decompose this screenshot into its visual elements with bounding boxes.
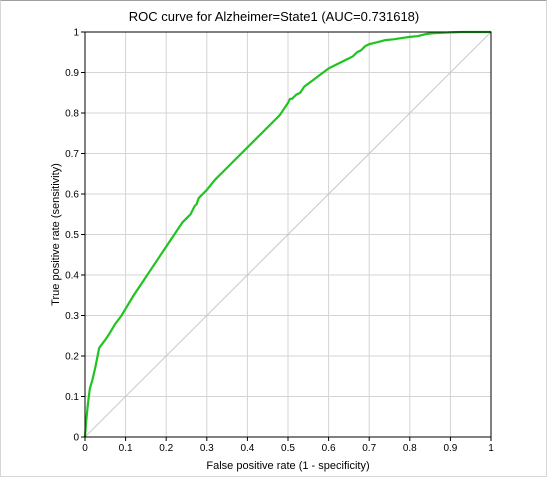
- y-tick-label: 0.7: [65, 149, 79, 160]
- x-tick-label: 0.1: [119, 443, 133, 454]
- x-tick-label: 0.2: [159, 443, 173, 454]
- y-tick-label: 0.9: [65, 68, 79, 79]
- x-tick-label: 0.9: [443, 443, 457, 454]
- y-tick-label: 0.6: [65, 190, 79, 201]
- chart-title: ROC curve for Alzheimer=State1 (AUC=0.73…: [129, 9, 419, 24]
- diagonal-reference-line: [84, 31, 492, 438]
- x-tick-label: 0.4: [240, 443, 254, 454]
- x-axis-title: False positive rate (1 - specificity): [206, 460, 369, 472]
- roc-curve-line: [83, 30, 491, 438]
- y-tick-label: 0.4: [65, 271, 79, 282]
- x-tick-label: 0.7: [362, 443, 376, 454]
- series-layer: [83, 30, 492, 438]
- ticks: 0 0.1 0.2 0.3 0.4 0.5 0.6 0.7 0.8 0.9 1 0 0.1 0.2 0.3 0…: [65, 28, 494, 455]
- x-tick-label: 0.8: [403, 443, 417, 454]
- y-tick-label: 1: [73, 28, 79, 39]
- y-tick-label: 0.3: [65, 311, 79, 322]
- y-axis-title: True positive rate (sensitivity): [50, 163, 62, 306]
- y-tick-label: 0: [73, 433, 79, 444]
- x-tick-label: 0.5: [281, 443, 295, 454]
- y-tick-label: 0.8: [65, 109, 79, 120]
- y-tick-label: 0.5: [65, 230, 79, 241]
- y-tick-label: 0.2: [65, 352, 79, 363]
- x-tick-label: 1: [488, 443, 494, 454]
- y-tick-label: 0.1: [65, 392, 79, 403]
- x-tick-label: 0: [82, 443, 88, 454]
- x-tick-label: 0.3: [200, 443, 214, 454]
- x-tick-label: 0.6: [322, 443, 336, 454]
